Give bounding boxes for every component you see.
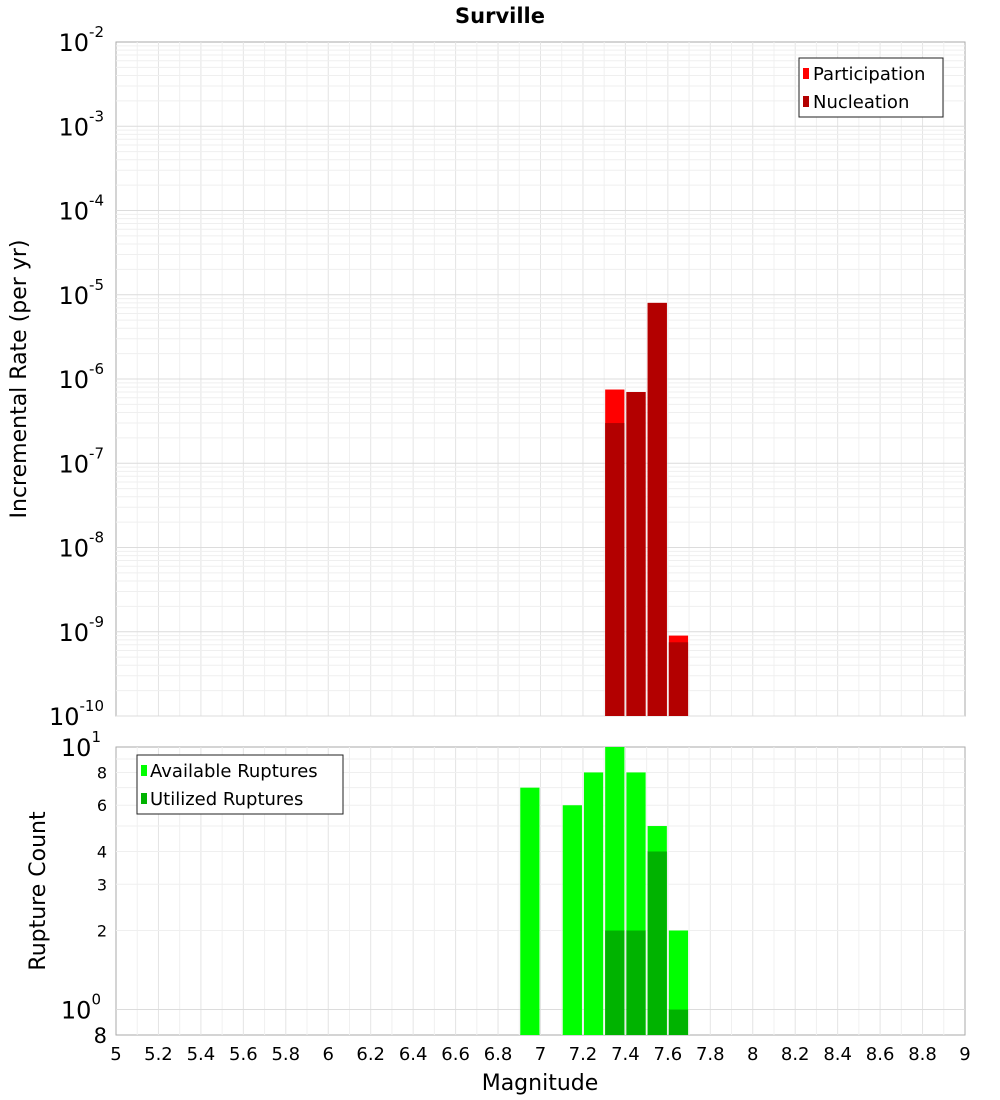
x-tick-label: 8.8 xyxy=(908,1044,937,1065)
rate-y-tick-label: 10-3 xyxy=(58,107,104,141)
x-tick-label: 6 xyxy=(323,1044,334,1065)
rate-y-tick-label: 10-6 xyxy=(58,360,104,394)
count-legend-box xyxy=(136,754,344,815)
legend-swatch-nucleation xyxy=(803,96,809,107)
count-bar-utilized-5 xyxy=(647,851,667,1035)
rate-y-tick-label: 10-9 xyxy=(58,613,104,647)
x-tick-label: 5.4 xyxy=(187,1044,216,1065)
count-y-tick-minor: 4 xyxy=(97,842,107,861)
legend-label-utilized: Utilized Ruptures xyxy=(150,789,303,810)
rate-y-tick-label: 10-7 xyxy=(58,444,104,478)
legend-label-participation: Participation xyxy=(813,64,925,85)
x-tick-label: 6.8 xyxy=(484,1044,513,1065)
x-tick-label: 6.6 xyxy=(441,1044,470,1065)
legend-swatch-utilized xyxy=(141,793,147,804)
rate-legend: Participation Nucleation xyxy=(798,57,944,118)
count-bar-available-6 xyxy=(668,930,689,1035)
rate-panel: 10-10 10-9 10-8 10-7 10-6 10-5 10-4 10-3 10-2 In… xyxy=(7,23,966,731)
x-tick-label: 7.4 xyxy=(611,1044,640,1065)
x-tick-label: 7.8 xyxy=(696,1044,725,1065)
count-bar-utilized-6 xyxy=(668,1009,689,1035)
count-bar-utilized-4 xyxy=(626,930,646,1035)
x-tick-label: 8.2 xyxy=(781,1044,810,1065)
x-tick-label: 8 xyxy=(747,1044,758,1065)
x-tick-label: 5 xyxy=(110,1044,121,1065)
x-tick-label: 5.8 xyxy=(271,1044,300,1065)
count-legend: Available Ruptures Utilized Ruptures xyxy=(136,754,344,815)
count-y-tick-minor: 8 xyxy=(94,1024,107,1048)
x-tick-label: 8.6 xyxy=(866,1044,895,1065)
x-tick-label: 6.4 xyxy=(399,1044,428,1065)
rate-bar-nucleation-0 xyxy=(605,423,625,716)
x-tick-label: 7.2 xyxy=(569,1044,598,1065)
x-tick-label: 8.4 xyxy=(823,1044,852,1065)
rate-legend-box xyxy=(798,57,944,118)
count-y-tick-major: 101 xyxy=(61,728,101,762)
x-tick-label: 9 xyxy=(959,1044,970,1065)
rate-y-tick-label: 10-5 xyxy=(58,276,104,310)
count-y-axis-label: Rupture Count xyxy=(26,811,51,971)
count-y-tick-minor: 6 xyxy=(97,796,107,815)
count-y-tick-minor: 3 xyxy=(97,875,107,894)
x-tick-labels: 5 5.2 5.4 5.6 5.8 6 6.2 6.4 6.6 6.8 7 7.2 7.4 7.6 7.8 8… xyxy=(110,1044,970,1065)
legend-swatch-participation xyxy=(803,68,809,79)
count-bar-available-1 xyxy=(562,805,582,1035)
x-axis-label: Magnitude xyxy=(482,1071,599,1096)
x-tick-label: 5.2 xyxy=(144,1044,173,1065)
x-tick-label: 6.2 xyxy=(356,1044,385,1065)
rate-y-tick-label: 10-10 xyxy=(49,697,104,731)
chart-title: Surville xyxy=(455,4,545,28)
count-bar-available-2 xyxy=(583,772,604,1035)
count-y-tick-minor: 8 xyxy=(97,763,107,782)
x-tick-label: 7.6 xyxy=(654,1044,683,1065)
x-tick-label: 5.6 xyxy=(229,1044,258,1065)
count-bar-available-0 xyxy=(520,787,540,1035)
x-tick-label: 7 xyxy=(535,1044,546,1065)
rate-y-tick-label: 10-2 xyxy=(58,23,104,57)
count-y-tick-minor: 2 xyxy=(97,922,107,941)
legend-label-available: Available Ruptures xyxy=(150,761,318,782)
rate-y-tick-label: 10-4 xyxy=(58,192,104,226)
rate-bar-nucleation-2 xyxy=(647,302,667,716)
rate-gridlines xyxy=(116,42,965,717)
count-bars xyxy=(520,747,689,1035)
rate-bar-nucleation-3 xyxy=(668,642,689,716)
rate-y-tick-label: 10-8 xyxy=(58,529,104,563)
rate-bars xyxy=(605,302,689,716)
count-bar-utilized-3 xyxy=(605,930,625,1035)
legend-label-nucleation: Nucleation xyxy=(813,92,909,113)
legend-swatch-available xyxy=(141,765,147,776)
rate-y-tick-labels: 10-10 10-9 10-8 10-7 10-6 10-5 10-4 10-3 10-2 xyxy=(49,23,104,731)
rate-bar-nucleation-1 xyxy=(626,392,646,716)
count-y-tick-major: 100 xyxy=(61,991,101,1025)
rate-y-axis-label: Incremental Rate (per yr) xyxy=(7,240,32,519)
